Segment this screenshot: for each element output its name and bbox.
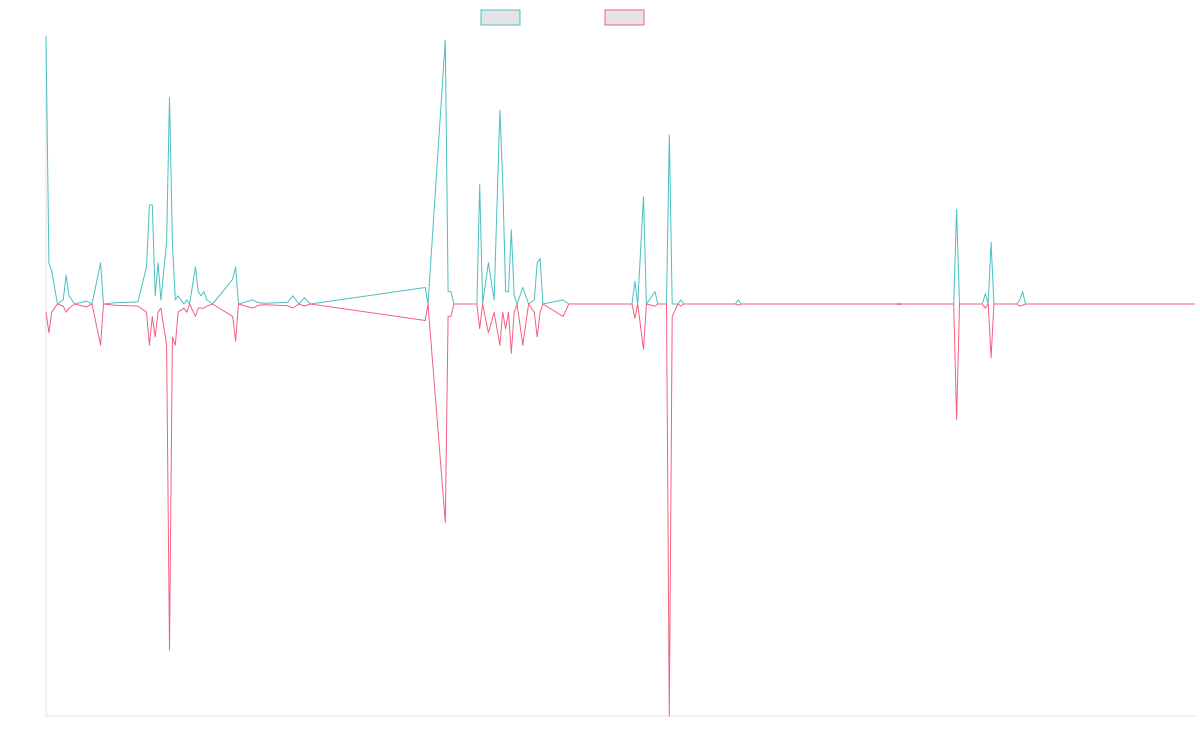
legend[interactable] [480, 9, 645, 26]
series-line-2 [45, 303, 1195, 717]
series-line-1 [45, 35, 1195, 305]
axes [45, 36, 1195, 717]
legend-swatch-1[interactable] [480, 9, 521, 26]
legend-swatch-2[interactable] [604, 9, 645, 26]
series-layer [45, 35, 1195, 717]
